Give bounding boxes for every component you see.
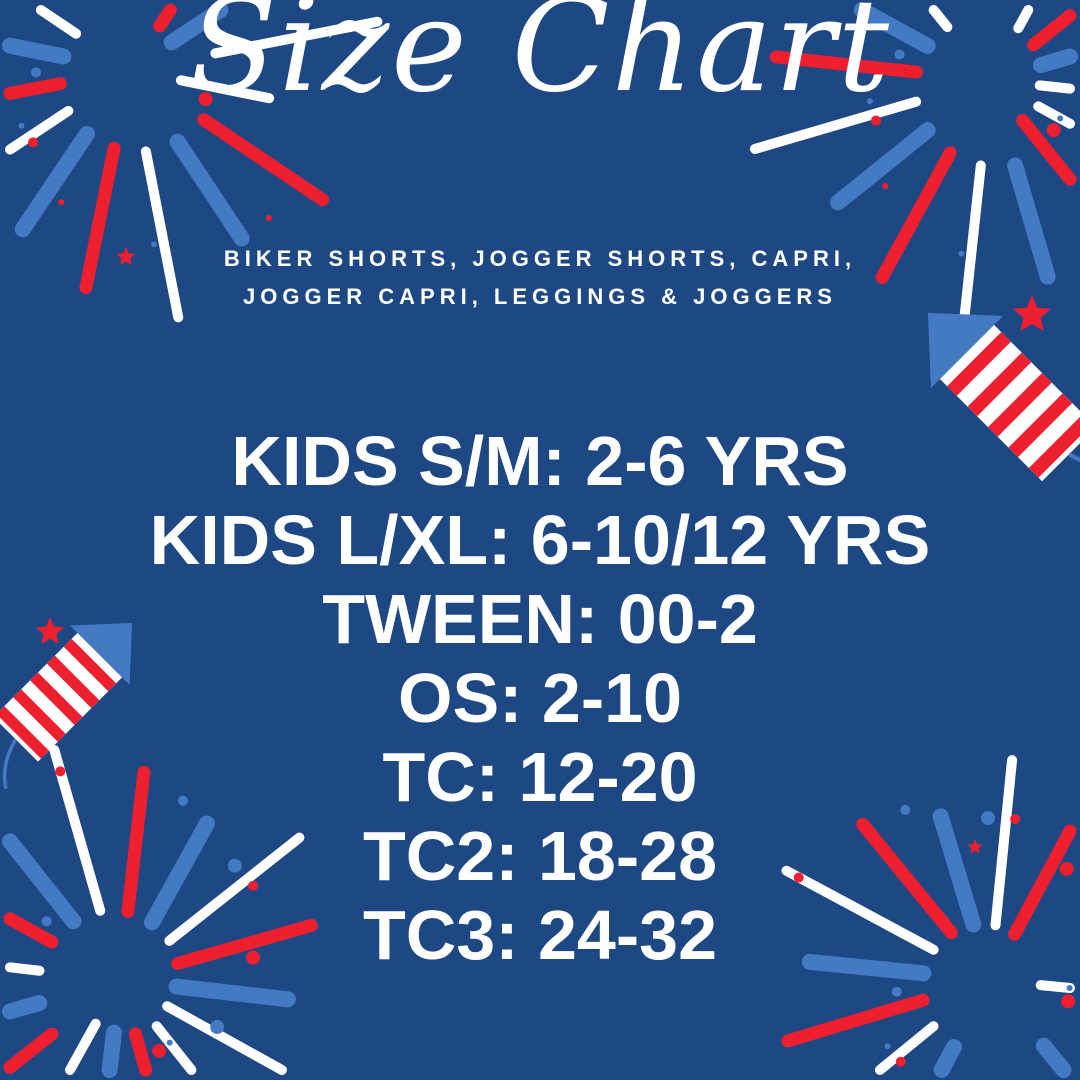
size-item: OS: 2-10 (398, 659, 682, 737)
star-icon (116, 247, 136, 266)
firework-icon (2, 745, 318, 1078)
size-item: KIDS S/M: 2-6 YRS (231, 422, 849, 500)
product-list-line: JOGGER CAPRI, LEGGINGS & JOGGERS (243, 284, 837, 309)
product-list: BIKER SHORTS, JOGGER SHORTS, CAPRI, JOGG… (0, 240, 1080, 316)
firework-icon (2, 2, 383, 323)
size-item: TC3: 24-32 (362, 896, 718, 974)
page-title: Size Chart (189, 0, 891, 121)
size-item: TC2: 18-28 (362, 817, 718, 895)
size-item: TWEEN: 00-2 (322, 580, 758, 658)
rocket-icon (0, 622, 133, 790)
star-icon (1012, 295, 1052, 332)
size-item: TC: 12-20 (382, 738, 698, 816)
product-list-line: BIKER SHORTS, JOGGER SHORTS, CAPRI, (223, 246, 857, 271)
rocket-icon (927, 312, 1080, 482)
size-item: KIDS L/XL: 6-10/12 YRS (149, 501, 931, 579)
star-icon (35, 617, 65, 645)
firework-icon (781, 755, 1077, 1078)
size-list: KIDS S/M: 2-6 YRS KIDS L/XL: 6-10/12 YRS… (0, 422, 1080, 975)
star-icon (967, 839, 983, 854)
firework-icon (749, 2, 1078, 339)
